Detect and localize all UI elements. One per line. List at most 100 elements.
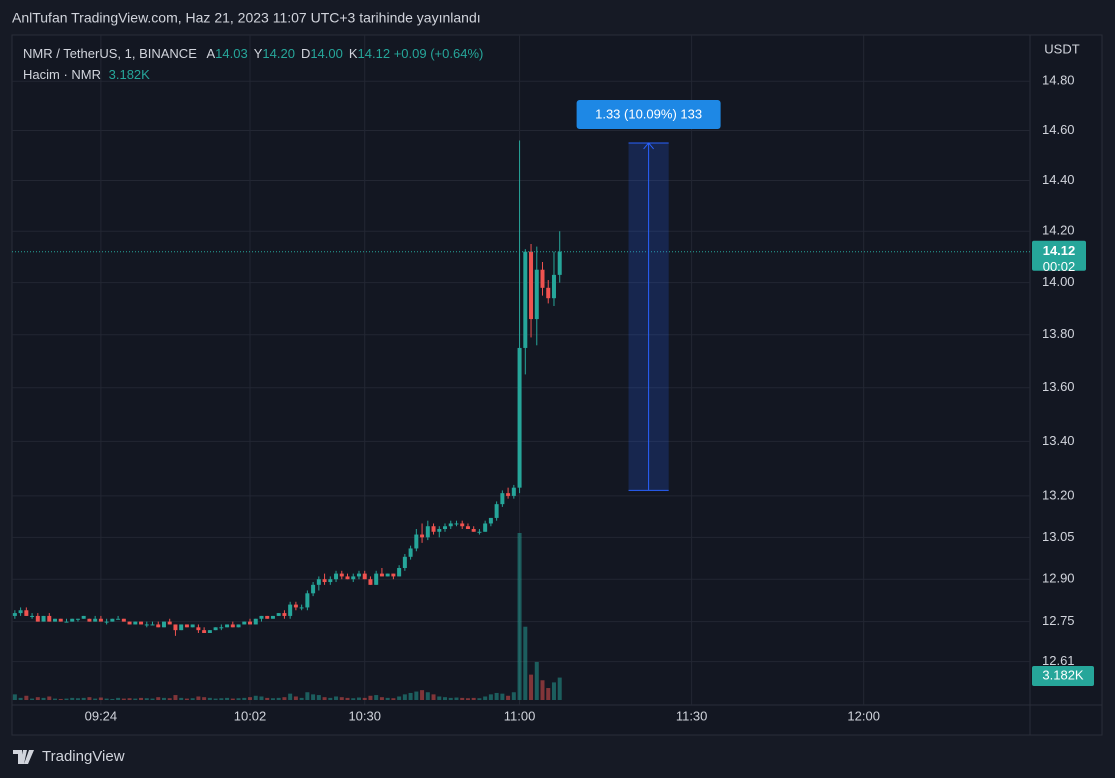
volume-bar	[402, 694, 407, 700]
candle-body	[213, 627, 218, 631]
candle-body	[230, 624, 235, 628]
volume-bar	[12, 694, 17, 700]
volume-bar	[213, 698, 218, 700]
candle-body	[448, 523, 453, 527]
candle-body	[420, 534, 425, 538]
candle-body	[207, 630, 212, 633]
candle-body	[35, 615, 40, 622]
volume-bar	[425, 692, 430, 700]
candle-body	[483, 523, 488, 532]
candle-body	[121, 618, 126, 622]
candle-body	[276, 613, 281, 616]
candle-body	[460, 523, 465, 527]
candle-body	[248, 621, 253, 625]
candle-body	[173, 624, 178, 631]
candle-body	[179, 624, 184, 631]
change: +0.09 (+0.64%)	[393, 46, 484, 61]
candle-body	[127, 621, 132, 625]
candle-body	[316, 579, 321, 585]
candle-body	[161, 621, 166, 628]
candle-body	[139, 621, 144, 625]
volume-bar	[98, 697, 103, 700]
volume-bar	[236, 698, 241, 700]
y-tick-label: 14.60	[1042, 122, 1075, 137]
candle-body	[437, 528, 442, 532]
volume-legend: Hacim · NMR 3.182K	[23, 67, 150, 82]
candle-body	[339, 573, 344, 577]
x-tick-label: 11:00	[504, 708, 536, 723]
candle-body	[87, 618, 92, 622]
candle-body	[156, 624, 161, 628]
volume-badge-label: 3.182K	[1042, 667, 1084, 682]
y-tick-label: 13.40	[1042, 433, 1075, 448]
volume-bar	[311, 694, 316, 700]
y-tick-label: 13.05	[1042, 529, 1075, 544]
volume-bar	[334, 696, 339, 700]
volume-bar	[339, 697, 344, 700]
candle-body	[282, 613, 287, 616]
volume-bar	[18, 697, 23, 700]
volume-bar	[161, 697, 166, 700]
candle-body	[184, 624, 189, 628]
candle-body	[322, 579, 327, 583]
volume-bar	[534, 661, 539, 700]
volume-bar	[517, 533, 522, 700]
candle-body	[431, 526, 436, 532]
volume-bar	[75, 698, 80, 700]
volume-bar	[305, 692, 310, 700]
candle-body	[293, 604, 298, 608]
publish-note: AnlTufan TradingView.com, Haz 21, 2023 1…	[12, 10, 481, 26]
volume-bar	[270, 698, 275, 700]
legend: NMR / TetherUS, 1, BINANCE A14.03 Y14.20 D…	[23, 46, 483, 61]
candle-body	[511, 487, 516, 496]
volume-bar	[408, 692, 413, 700]
volume-bar	[551, 682, 556, 700]
candle-body	[351, 576, 356, 580]
candle-body	[64, 621, 69, 623]
candle-body	[265, 615, 270, 619]
x-tick-label: 12:00	[847, 708, 880, 723]
volume-bar	[58, 698, 63, 700]
volume-bar	[179, 697, 184, 700]
candle-body	[144, 624, 149, 626]
volume-bar	[471, 697, 476, 700]
candle-body	[523, 251, 528, 348]
candle-body	[104, 621, 109, 623]
volume-bar	[93, 698, 98, 700]
volume-bar	[150, 698, 155, 700]
volume-bar	[30, 698, 35, 700]
volume-bar	[322, 697, 327, 700]
price-unit: USDT	[1044, 41, 1079, 56]
candle-body	[345, 576, 350, 580]
chart-frame	[11, 34, 1103, 736]
volume-bar	[362, 697, 367, 700]
volume-bar	[448, 697, 453, 700]
candle-body	[236, 624, 241, 628]
candle-body	[116, 618, 121, 620]
y-tick-label: 12.90	[1042, 571, 1075, 586]
candle-body	[551, 274, 556, 299]
candle-body	[190, 624, 195, 628]
candle-body	[443, 526, 448, 529]
candle-body	[379, 573, 384, 577]
volume-bar	[443, 697, 448, 700]
candle-body	[402, 556, 407, 568]
candle-body	[546, 287, 551, 299]
volume-badge	[1032, 666, 1094, 686]
volume-bar	[351, 698, 356, 700]
candle-body	[557, 251, 562, 275]
y-tick-label: 14.00	[1042, 274, 1075, 289]
candle-body	[465, 526, 470, 529]
candle-body	[288, 604, 293, 616]
ohlc-value: 14.03	[215, 46, 248, 61]
y-tick-label: 13.20	[1042, 487, 1075, 502]
ohlc-key: K	[348, 46, 358, 61]
candle-body	[202, 630, 207, 633]
candle-body	[397, 567, 402, 577]
candle-body	[259, 615, 264, 619]
volume-bar	[494, 692, 499, 700]
candle-body	[454, 523, 459, 525]
candle-body	[30, 615, 35, 617]
volume-bar	[196, 696, 201, 700]
